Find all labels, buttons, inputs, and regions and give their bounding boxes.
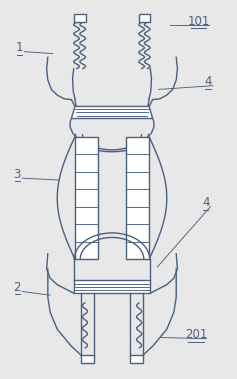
Bar xyxy=(74,14,86,22)
Bar xyxy=(74,280,150,293)
Bar xyxy=(126,137,149,259)
Text: 4: 4 xyxy=(202,196,210,209)
Bar xyxy=(139,14,150,22)
Text: 101: 101 xyxy=(187,15,210,28)
Text: 201: 201 xyxy=(185,328,207,341)
Text: 2: 2 xyxy=(14,281,21,294)
Bar xyxy=(81,355,94,363)
Polygon shape xyxy=(71,106,153,119)
Bar xyxy=(75,137,98,259)
Bar xyxy=(130,355,143,363)
Text: 1: 1 xyxy=(16,41,23,55)
Text: 3: 3 xyxy=(14,168,21,181)
Text: 4: 4 xyxy=(204,75,212,88)
